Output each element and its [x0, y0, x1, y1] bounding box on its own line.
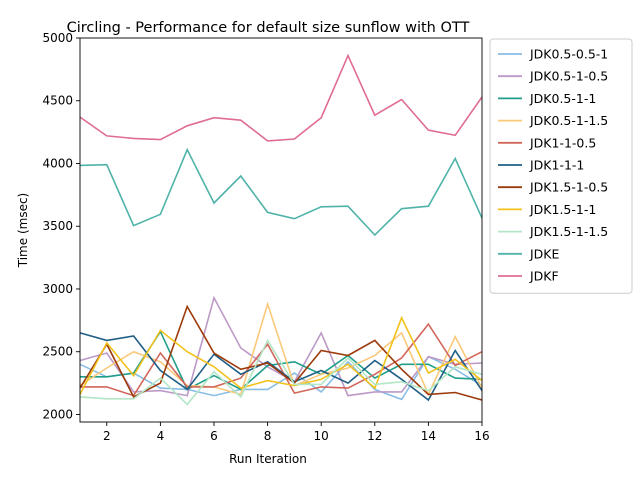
legend-box	[489, 38, 633, 294]
series-line-JDKE	[79, 147, 483, 237]
legend: JDK0.5-0.5-1 JDK0.5-1-0.5 JDK0.5-1-1 JDK0.5…	[489, 38, 633, 294]
axes-frame	[79, 37, 483, 423]
series-line-JDK1.5-1-1.5	[79, 338, 483, 406]
legend-label-JDK1.5-1-1: JDK1.5-1-1	[529, 202, 596, 217]
x-axis-label: Run Iteration	[229, 452, 307, 466]
legend-label-JDKF: JDKF	[529, 269, 559, 284]
x-tick-label: 10	[314, 429, 329, 443]
x-tick-label: 4	[157, 429, 165, 443]
y-tick-label: 3500	[42, 219, 73, 233]
series-line-JDK1-1-0.5	[80, 322, 483, 397]
series-line-JDK0.5-0.5-1	[79, 355, 483, 401]
x-tick-label: 14	[421, 429, 436, 443]
legend-label-JDK0.5-1-0.5: JDK0.5-1-0.5	[529, 69, 608, 84]
y-tick-label: 2500	[42, 345, 73, 359]
x-tick-label: 2	[103, 429, 111, 443]
series-line-JDK0.5-1-1.5	[79, 301, 483, 397]
series-line-JDK1.5-1-1	[79, 315, 483, 395]
y-tick-label: 3000	[42, 282, 73, 296]
x-tick-label: 12	[367, 429, 382, 443]
series-line-JDK0.5-1-0.5	[79, 295, 483, 397]
series-line-JDKF	[79, 53, 483, 142]
legend-label-JDK1.5-1-1.5: JDK1.5-1-1.5	[529, 224, 608, 239]
y-tick-label: 2000	[42, 407, 73, 421]
x-tick-label: 6	[210, 429, 218, 443]
legend-label-JDK1-1-0.5: JDK1-1-0.5	[529, 135, 596, 150]
series-line-JDK1.5-1-0.5	[79, 304, 483, 401]
x-tick-label: 16	[474, 429, 489, 443]
chart-title: Circling - Performance for default size …	[67, 20, 470, 36]
y-tick-label: 5000	[42, 31, 73, 45]
plot-area: 2 4 6 8 10 12 14 16 2000 2500 3000 3500 4000 4500 5000	[42, 31, 489, 443]
legend-label-JDK0.5-1-1: JDK0.5-1-1	[529, 91, 596, 106]
legend-label-JDKE: JDKE	[529, 246, 560, 261]
y-tick-label: 4500	[42, 94, 73, 108]
legend-label-JDK1.5-1-0.5: JDK1.5-1-0.5	[529, 180, 608, 195]
x-tick-label: 8	[264, 429, 272, 443]
y-tick-label: 4000	[42, 156, 73, 170]
legend-label-JDK0.5-1-1.5: JDK0.5-1-1.5	[529, 113, 608, 128]
legend-label-JDK0.5-0.5-1: JDK0.5-0.5-1	[529, 47, 608, 62]
y-axis-label: Time (msec)	[16, 193, 30, 268]
legend-label-JDK1-1-1: JDK1-1-1	[529, 158, 584, 173]
